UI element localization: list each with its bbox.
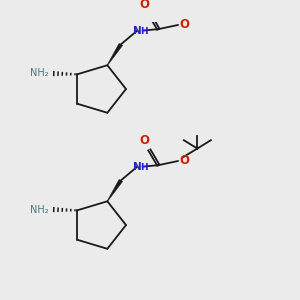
Text: O: O — [179, 154, 189, 167]
Text: O: O — [139, 0, 149, 11]
Text: N: N — [133, 162, 142, 172]
Text: H: H — [140, 164, 148, 172]
Polygon shape — [107, 44, 123, 65]
Text: NH₂: NH₂ — [30, 205, 49, 214]
Text: O: O — [139, 134, 149, 147]
Text: H: H — [140, 27, 148, 36]
Polygon shape — [107, 179, 123, 201]
Text: NH₂: NH₂ — [30, 68, 49, 79]
Text: O: O — [179, 18, 189, 31]
Text: N: N — [133, 26, 142, 35]
